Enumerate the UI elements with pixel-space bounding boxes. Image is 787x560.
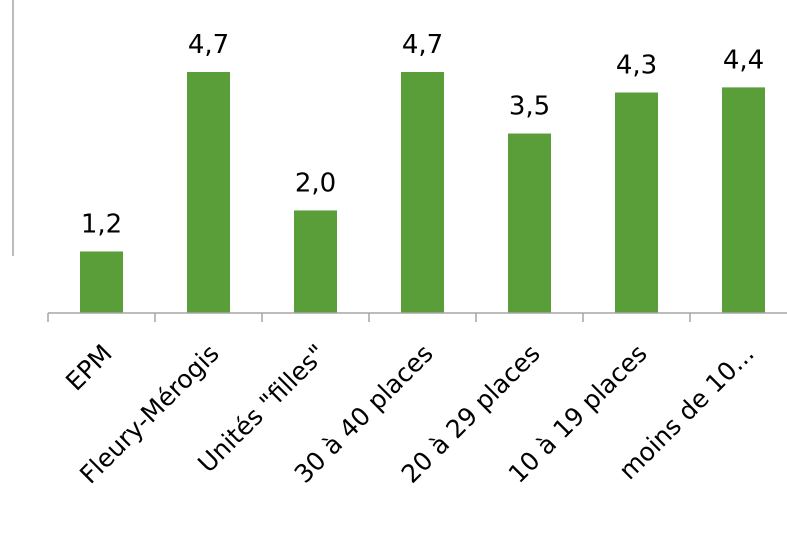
- data-label: 3,5: [509, 92, 550, 122]
- x-ticks-group: [47, 313, 691, 322]
- value-labels-group: 1,2 4,7 2,0 4,7 3,5 4,3 4,4: [81, 30, 764, 239]
- bar: [187, 72, 230, 313]
- bar: [615, 92, 658, 313]
- bar: [294, 210, 337, 313]
- category-label: EPM: [60, 339, 118, 397]
- data-label: 2,0: [295, 168, 336, 198]
- data-label: 4,4: [723, 45, 764, 75]
- data-label: 1,2: [81, 209, 122, 239]
- data-label: 4,7: [188, 30, 229, 60]
- bar: [508, 133, 551, 313]
- bar: [80, 251, 123, 313]
- bar: [722, 87, 765, 313]
- data-label: 4,3: [616, 51, 657, 81]
- bars-group: [80, 72, 765, 313]
- bar: [401, 72, 444, 313]
- data-label: 4,7: [402, 30, 443, 60]
